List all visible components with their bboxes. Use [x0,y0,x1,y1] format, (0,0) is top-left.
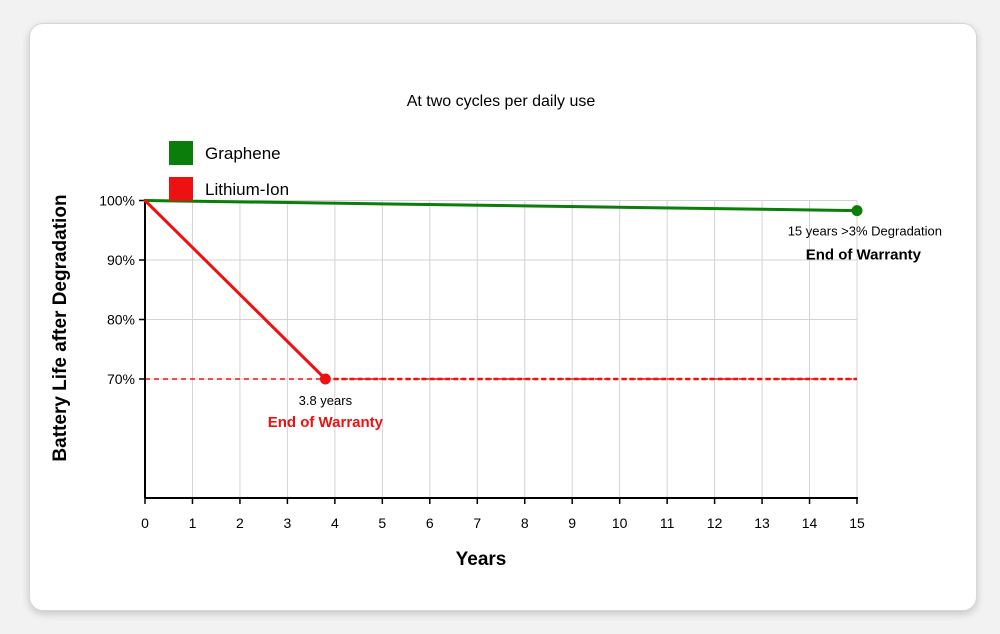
y-tick-label-90: 90% [107,252,135,268]
series-end-point-lithium-ion [319,373,331,385]
chart-title: At two cycles per daily use [407,93,596,110]
legend-swatch-graphene [169,141,193,165]
x-tick-label-6: 6 [426,515,434,531]
axes [139,199,858,504]
legend-label-lithium-ion: Lithium-Ion [205,180,289,199]
x-tick-label-5: 5 [378,515,386,531]
x-tick-label-11: 11 [660,515,675,531]
x-tick-label-15: 15 [849,515,865,531]
y-axis-label: Battery Life after Degradation [50,194,71,461]
y-tick-label-100: 100% [99,193,135,209]
series-end-point-graphene [851,205,863,217]
x-tick-label-12: 12 [707,515,723,531]
x-tick-label-2: 2 [236,515,244,531]
x-tick-label-8: 8 [521,515,529,531]
series-line-lithium-ion [143,199,327,381]
series-line-graphene [143,199,859,213]
y-tick-label-80: 80% [107,312,135,328]
annotation-graphene-note: 15 years >3% Degradation [788,224,942,239]
x-tick-label-3: 3 [284,515,292,531]
x-tick-label-7: 7 [473,515,481,531]
x-tick-label-10: 10 [612,515,628,531]
legend-label-graphene: Graphene [205,144,281,163]
x-tick-label-4: 4 [331,515,339,531]
x-tick-label-1: 1 [189,515,197,531]
annotation-lithium-warranty: End of Warranty [268,414,384,431]
annotations: 15 years >3% Degradation End of Warranty 3… [268,224,942,431]
legend: Graphene Lithium-Ion [169,141,289,201]
y-tick-label-70: 70% [107,371,135,387]
x-tick-label-9: 9 [568,515,576,531]
series-lines [143,199,863,385]
annotation-lithium-note: 3.8 years [299,393,353,408]
legend-swatch-lithium-ion [169,177,193,201]
annotation-graphene-warranty: End of Warranty [806,247,922,264]
x-tick-label-13: 13 [754,515,770,531]
x-tick-label-14: 14 [802,515,818,531]
x-tick-label-0: 0 [141,515,149,531]
chart-card [29,23,977,611]
x-axis-label: Years [456,549,507,570]
grid [145,200,858,498]
